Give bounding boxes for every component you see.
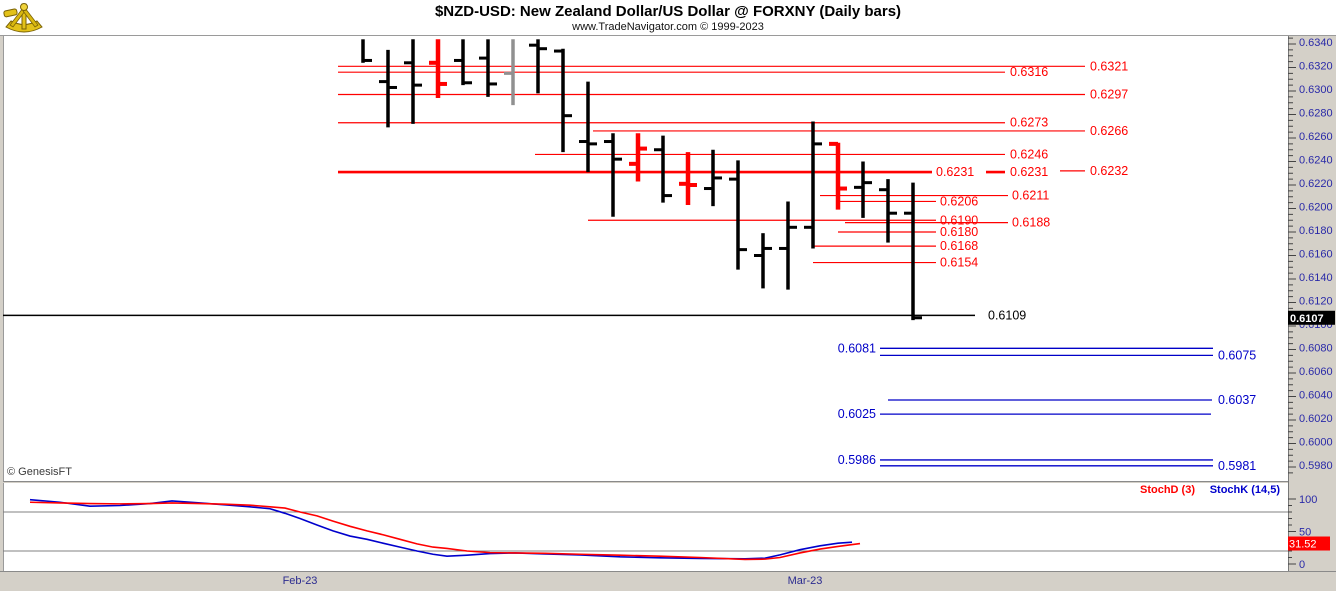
genesis-watermark: © GenesisFT — [7, 466, 72, 478]
stochastic-panel[interactable] — [3, 483, 1288, 571]
price-axis[interactable] — [1288, 36, 1336, 572]
date-tick-mar: Mar-23 — [787, 575, 823, 587]
date-axis[interactable]: Feb-23 Mar-23 — [0, 571, 1336, 591]
chart-header: $NZD-USD: New Zealand Dollar/US Dollar @… — [0, 0, 1336, 36]
page-subtitle: www.TradeNavigator.com © 1999-2023 — [572, 21, 764, 33]
page-title: $NZD-USD: New Zealand Dollar/US Dollar @… — [434, 3, 902, 20]
price-panel[interactable] — [3, 36, 1288, 482]
stochd-legend-label[interactable]: StochD (3) — [1140, 484, 1195, 496]
sextant-icon — [3, 3, 43, 33]
date-tick-feb: Feb-23 — [282, 575, 318, 587]
stochk-legend-label[interactable]: StochK (14,5) — [1209, 484, 1280, 496]
